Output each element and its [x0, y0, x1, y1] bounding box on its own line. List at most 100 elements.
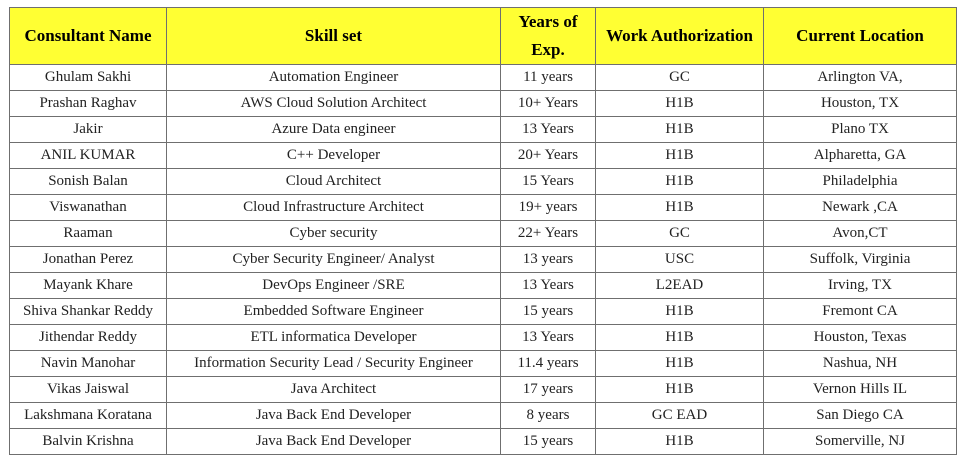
table-row: Vikas Jaiswal Java Architect 17 years H1B Ve…: [9, 376, 957, 403]
current-location-cell: Avon,CT: [763, 220, 957, 247]
header-skill-set: Skill set: [166, 7, 501, 65]
years-of-exp-cell: 15 years: [500, 298, 596, 325]
skill-set-cell: ETL informatica Developer: [166, 324, 501, 351]
work-authorization-cell: GC: [595, 220, 764, 247]
table-row: Mayank Khare DevOps Engineer /SRE 13 Years…: [9, 272, 957, 299]
table-row: Viswanathan Cloud Infrastructure Architec…: [9, 194, 957, 221]
table-row: Sonish Balan Cloud Architect 15 Years H1B Ph…: [9, 168, 957, 195]
years-of-exp-cell: 13 Years: [500, 116, 596, 143]
current-location-cell: Suffolk, Virginia: [763, 246, 957, 273]
current-location-cell: Plano TX: [763, 116, 957, 143]
current-location-cell: Arlington VA,: [763, 64, 957, 91]
years-of-exp-cell: 15 years: [500, 428, 596, 455]
consultant-name-cell: Prashan Raghav: [9, 90, 167, 117]
years-of-exp-cell: 13 years: [500, 246, 596, 273]
consultant-name-cell: Viswanathan: [9, 194, 167, 221]
skill-set-cell: Embedded Software Engineer: [166, 298, 501, 325]
current-location-cell: Houston, TX: [763, 90, 957, 117]
header-row: Consultant Name Skill set Years of Exp. …: [9, 7, 957, 65]
work-authorization-cell: H1B: [595, 90, 764, 117]
years-of-exp-cell: 19+ years: [500, 194, 596, 221]
work-authorization-cell: H1B: [595, 142, 764, 169]
current-location-cell: Alpharetta, GA: [763, 142, 957, 169]
work-authorization-cell: H1B: [595, 324, 764, 351]
skill-set-cell: Java Back End Developer: [166, 402, 501, 429]
years-of-exp-cell: 15 Years: [500, 168, 596, 195]
consultant-name-cell: Vikas Jaiswal: [9, 376, 167, 403]
current-location-cell: Nashua, NH: [763, 350, 957, 377]
table-row: Lakshmana Koratana Java Back End Develope…: [9, 402, 957, 429]
table-row: Jonathan Perez Cyber Security Engineer/ A…: [9, 246, 957, 273]
current-location-cell: San Diego CA: [763, 402, 957, 429]
skill-set-cell: Information Security Lead / Security Eng…: [166, 350, 501, 377]
work-authorization-cell: H1B: [595, 116, 764, 143]
work-authorization-cell: H1B: [595, 428, 764, 455]
table-row: Prashan Raghav AWS Cloud Solution Archite…: [9, 90, 957, 117]
header-work-authorization: Work Authorization: [595, 7, 764, 65]
work-authorization-cell: L2EAD: [595, 272, 764, 299]
consultant-table: Consultant Name Skill set Years of Exp. …: [9, 7, 957, 455]
years-of-exp-cell: 13 Years: [500, 272, 596, 299]
table-row: Ghulam Sakhi Automation Engineer 11 years G…: [9, 64, 957, 91]
table-row: ANIL KUMAR C++ Developer 20+ Years H1B Alpha…: [9, 142, 957, 169]
consultant-name-cell: Lakshmana Koratana: [9, 402, 167, 429]
current-location-cell: Newark ,CA: [763, 194, 957, 221]
consultant-name-cell: ANIL KUMAR: [9, 142, 167, 169]
work-authorization-cell: USC: [595, 246, 764, 273]
current-location-cell: Philadelphia: [763, 168, 957, 195]
skill-set-cell: Automation Engineer: [166, 64, 501, 91]
consultant-name-cell: Raaman: [9, 220, 167, 247]
work-authorization-cell: H1B: [595, 298, 764, 325]
skill-set-cell: Cyber security: [166, 220, 501, 247]
skill-set-cell: Java Architect: [166, 376, 501, 403]
table-row: Jakir Azure Data engineer 13 Years H1B Plano…: [9, 116, 957, 143]
table-row: Jithendar Reddy ETL informatica Developer…: [9, 324, 957, 351]
skill-set-cell: DevOps Engineer /SRE: [166, 272, 501, 299]
skill-set-cell: Cloud Architect: [166, 168, 501, 195]
years-of-exp-cell: 20+ Years: [500, 142, 596, 169]
work-authorization-cell: H1B: [595, 350, 764, 377]
table-row: Shiva Shankar Reddy Embedded Software Eng…: [9, 298, 957, 325]
consultant-name-cell: Navin Manohar: [9, 350, 167, 377]
current-location-cell: Irving, TX: [763, 272, 957, 299]
skill-set-cell: C++ Developer: [166, 142, 501, 169]
years-of-exp-cell: 17 years: [500, 376, 596, 403]
consultant-name-cell: Shiva Shankar Reddy: [9, 298, 167, 325]
consultant-name-cell: Jithendar Reddy: [9, 324, 167, 351]
years-of-exp-cell: 11 years: [500, 64, 596, 91]
work-authorization-cell: H1B: [595, 376, 764, 403]
consultant-name-cell: Jonathan Perez: [9, 246, 167, 273]
skill-set-cell: Java Back End Developer: [166, 428, 501, 455]
table-header: Consultant Name Skill set Years of Exp. …: [9, 7, 957, 65]
current-location-cell: Houston, Texas: [763, 324, 957, 351]
years-of-exp-cell: 13 Years: [500, 324, 596, 351]
work-authorization-cell: GC: [595, 64, 764, 91]
skill-set-cell: Azure Data engineer: [166, 116, 501, 143]
work-authorization-cell: H1B: [595, 194, 764, 221]
header-current-location: Current Location: [763, 7, 957, 65]
table-row: Raaman Cyber security 22+ Years GC Avon,CT: [9, 220, 957, 247]
work-authorization-cell: H1B: [595, 168, 764, 195]
table-row: Balvin Krishna Java Back End Developer 15 …: [9, 428, 957, 455]
work-authorization-cell: GC EAD: [595, 402, 764, 429]
consultant-table-container: Consultant Name Skill set Years of Exp. …: [9, 7, 957, 455]
years-of-exp-cell: 10+ Years: [500, 90, 596, 117]
consultant-name-cell: Balvin Krishna: [9, 428, 167, 455]
table-row: Navin Manohar Information Security Lead /…: [9, 350, 957, 377]
consultant-name-cell: Sonish Balan: [9, 168, 167, 195]
header-consultant-name: Consultant Name: [9, 7, 167, 65]
current-location-cell: Vernon Hills IL: [763, 376, 957, 403]
header-years-of-exp: Years of Exp.: [500, 7, 596, 65]
years-of-exp-cell: 8 years: [500, 402, 596, 429]
years-of-exp-cell: 22+ Years: [500, 220, 596, 247]
consultant-name-cell: Jakir: [9, 116, 167, 143]
consultant-name-cell: Ghulam Sakhi: [9, 64, 167, 91]
current-location-cell: Somerville, NJ: [763, 428, 957, 455]
table-body: Ghulam Sakhi Automation Engineer 11 years G…: [9, 64, 957, 455]
years-of-exp-cell: 11.4 years: [500, 350, 596, 377]
skill-set-cell: AWS Cloud Solution Architect: [166, 90, 501, 117]
skill-set-cell: Cloud Infrastructure Architect: [166, 194, 501, 221]
skill-set-cell: Cyber Security Engineer/ Analyst: [166, 246, 501, 273]
current-location-cell: Fremont CA: [763, 298, 957, 325]
consultant-name-cell: Mayank Khare: [9, 272, 167, 299]
